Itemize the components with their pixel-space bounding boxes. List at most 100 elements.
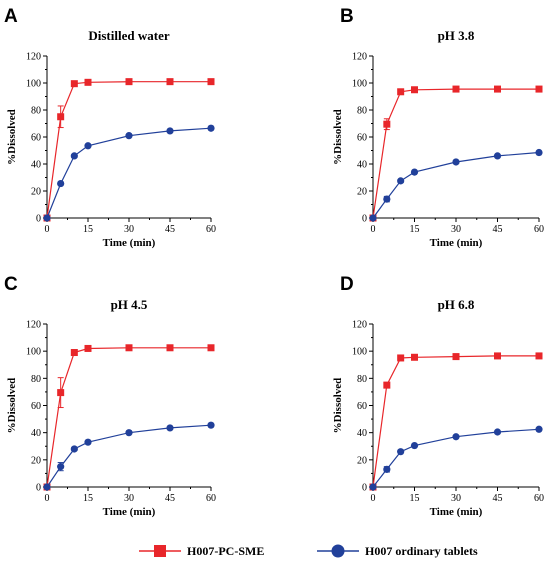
series-h007-ordinary-tablets <box>43 421 215 491</box>
data-point-square <box>535 85 543 93</box>
data-point-square <box>70 349 78 357</box>
data-point-circle <box>57 179 65 188</box>
data-point-square <box>166 344 174 352</box>
chart-panel-b: BpH 3.8 0 20 40 60 80 100 120 0 15 30 45 60 Time (min… <box>332 6 544 249</box>
series-line <box>372 88 539 219</box>
x-tick-label: 30 <box>124 493 134 504</box>
data-point-circle <box>166 424 174 432</box>
y-tick-label: 80 <box>31 106 41 117</box>
legend-marker-square <box>154 545 166 557</box>
y-tick-label: 120 <box>26 320 41 331</box>
data-point-square <box>125 344 133 352</box>
data-point-circle <box>452 433 460 441</box>
series-line <box>46 347 211 488</box>
y-tick-label: 20 <box>31 187 41 198</box>
y-tick-label: 60 <box>357 133 367 144</box>
legend-label-sme: H007-PC-SME <box>187 544 264 558</box>
data-point-circle <box>410 168 419 176</box>
data-point-circle <box>207 124 215 132</box>
data-point-square <box>411 353 418 361</box>
x-axis-label: Time (min) <box>430 237 483 249</box>
y-tick-label: 40 <box>31 428 41 439</box>
x-tick-label: 60 <box>534 493 544 504</box>
chart-panel-c: CpH 4.5 0 20 40 60 80 100 120 0 15 30 45 60 Time (min… <box>4 274 216 518</box>
panel-letter: D <box>340 274 354 295</box>
x-tick-label: 30 <box>451 224 461 235</box>
y-tick-label: 120 <box>352 52 367 63</box>
x-tick-label: 60 <box>534 224 544 235</box>
data-point-square <box>84 78 92 86</box>
x-tick-label: 0 <box>45 224 50 235</box>
panel-title: pH 3.8 <box>438 28 475 43</box>
series-h007-ordinary-tablets <box>369 148 543 222</box>
data-point-square <box>494 85 501 93</box>
series-line <box>46 127 212 219</box>
data-point-circle <box>493 428 502 436</box>
y-tick-label: 60 <box>357 401 367 412</box>
data-point-circle <box>535 148 543 157</box>
data-point-circle <box>70 445 78 453</box>
x-axis-label: Time (min) <box>103 506 156 518</box>
legend: H007-PC-SME H007 ordinary tablets <box>139 544 478 558</box>
data-point-square <box>57 113 65 121</box>
y-tick-label: 120 <box>26 52 41 63</box>
data-point-circle <box>84 142 92 150</box>
data-point-circle <box>383 465 391 473</box>
panel-title: pH 6.8 <box>438 297 475 312</box>
x-tick-label: 0 <box>45 493 50 504</box>
x-tick-label: 15 <box>83 224 93 235</box>
chart-panel-a: A Distilled water 0 20 40 60 80 100 120 0 15 30 45 60… <box>4 6 216 249</box>
series-h007-ordinary-tablets <box>43 124 215 222</box>
series-h007-pc-sme <box>369 352 543 491</box>
data-point-circle <box>43 483 51 491</box>
legend-marker-circle <box>331 544 345 558</box>
data-point-circle <box>369 214 377 222</box>
data-point-square <box>411 86 418 94</box>
data-point-square <box>452 85 460 93</box>
y-axis-label: %Dissolved <box>6 109 18 165</box>
data-point-square <box>166 78 174 86</box>
data-point-circle <box>70 152 78 160</box>
x-axis-label: Time (min) <box>103 237 156 249</box>
data-point-circle <box>397 177 405 185</box>
x-tick-label: 45 <box>493 224 503 235</box>
y-tick-label: 20 <box>357 187 367 198</box>
data-point-square <box>383 120 391 128</box>
y-tick-label: 120 <box>352 320 367 331</box>
legend-label-tablets: H007 ordinary tablets <box>365 544 478 558</box>
y-tick-label: 20 <box>31 455 41 466</box>
y-tick-label: 40 <box>357 160 367 171</box>
data-point-circle <box>166 127 174 135</box>
y-tick-label: 60 <box>31 401 41 412</box>
y-tick-label: 100 <box>352 79 367 90</box>
x-tick-label: 45 <box>493 493 503 504</box>
chart-panel-d: DpH 6.8 0 20 40 60 80 100 120 0 15 30 45 60 Time (min… <box>332 274 544 518</box>
y-tick-label: 100 <box>26 347 41 358</box>
data-point-circle <box>383 195 391 203</box>
data-point-square <box>70 80 78 88</box>
data-point-circle <box>43 214 51 222</box>
series-h007-pc-sme <box>369 85 543 222</box>
x-tick-label: 45 <box>165 224 175 235</box>
y-tick-label: 40 <box>31 160 41 171</box>
series-h007-pc-sme <box>43 344 215 491</box>
x-tick-label: 0 <box>371 493 376 504</box>
y-tick-label: 60 <box>31 133 41 144</box>
y-tick-label: 80 <box>31 374 41 385</box>
y-tick-label: 100 <box>352 347 367 358</box>
x-tick-label: 30 <box>451 493 461 504</box>
x-tick-label: 0 <box>371 224 376 235</box>
x-tick-label: 15 <box>410 493 420 504</box>
data-point-square <box>397 88 405 96</box>
y-tick-label: 20 <box>357 455 367 466</box>
panel-title: Distilled water <box>88 28 169 43</box>
x-tick-label: 30 <box>124 224 134 235</box>
data-point-square <box>57 389 65 397</box>
panel-letter: B <box>340 6 354 27</box>
panel-letter: A <box>4 6 18 27</box>
data-point-square <box>207 78 215 86</box>
y-tick-label: 0 <box>36 483 41 494</box>
data-point-circle <box>452 158 460 166</box>
